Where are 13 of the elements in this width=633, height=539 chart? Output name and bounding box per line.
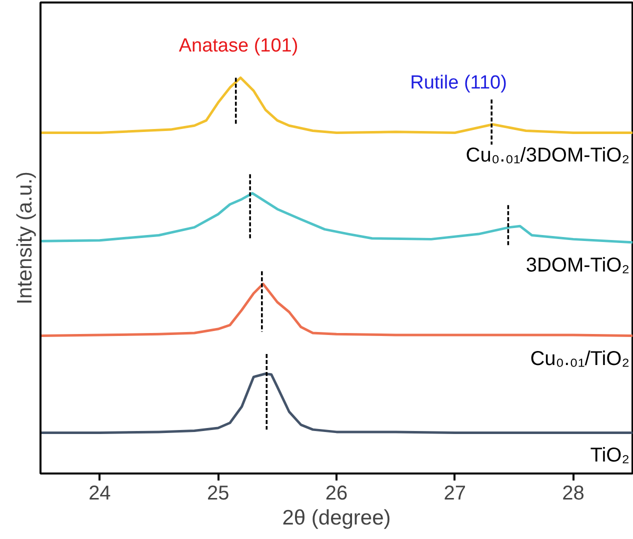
series-label: Cu₀.₀₁/3DOM-TiO₂ bbox=[466, 144, 630, 167]
series-label: Cu₀.₀₁/TiO₂ bbox=[530, 348, 630, 370]
series-label: TiO₂ bbox=[590, 444, 630, 467]
series-label: 3DOM-TiO₂ bbox=[526, 254, 630, 276]
x-axis-title: 2θ (degree) bbox=[282, 506, 391, 530]
x-tick-label: 26 bbox=[325, 482, 348, 504]
y-axis-title: Intensity (a.u.) bbox=[14, 171, 36, 305]
x-tick-label: 24 bbox=[88, 482, 111, 504]
x-tick-label: 25 bbox=[206, 482, 230, 504]
x-tick-label: 27 bbox=[444, 482, 466, 504]
annotation: Rutile (110) bbox=[410, 72, 507, 94]
text: Anatase (101) bbox=[178, 36, 298, 56]
x-tick-label: 28 bbox=[562, 482, 584, 504]
